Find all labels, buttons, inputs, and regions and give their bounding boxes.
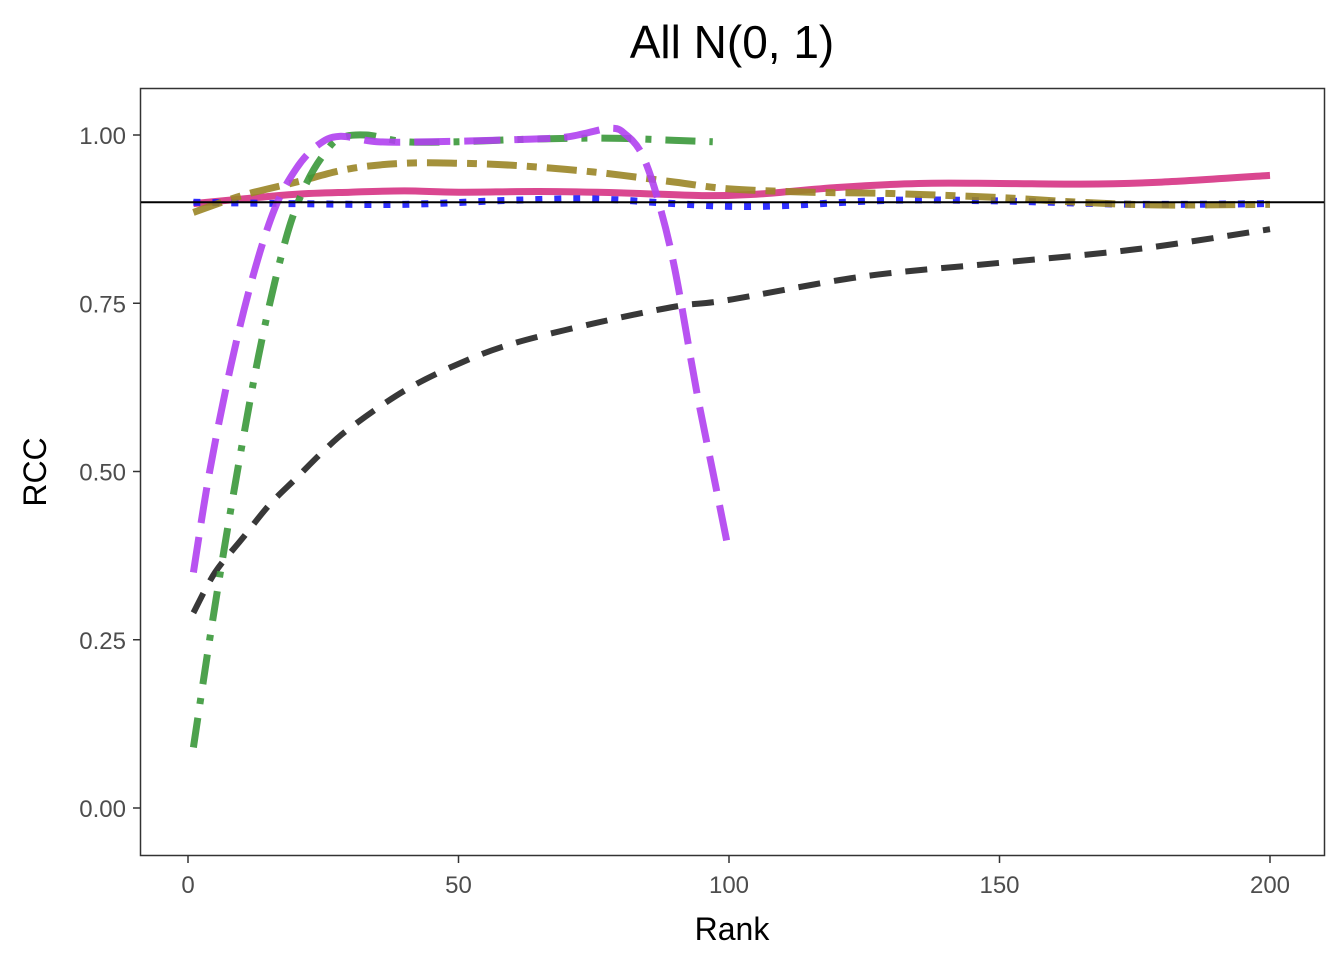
series-line-olive-longdash	[192, 159, 1271, 216]
x-axis-label: Rank	[695, 911, 771, 947]
series-line-magenta-solid	[193, 171, 1271, 208]
y-axis: 0.00 0.25 0.50 0.75 1.00	[79, 123, 140, 823]
x-tick-label: 200	[1250, 872, 1290, 899]
x-tick-label: 0	[181, 872, 194, 899]
y-axis-label: RCC	[17, 437, 53, 506]
y-tick-label: 0.00	[79, 796, 126, 823]
series-line-black-dashed	[190, 226, 1271, 615]
series-layer	[141, 124, 1324, 748]
x-tick-label: 50	[445, 872, 472, 899]
y-tick-label: 0.25	[79, 628, 126, 655]
chart-title: All N(0, 1)	[630, 16, 834, 68]
y-tick-label: 0.75	[79, 291, 126, 318]
series-line-blue-dotted	[193, 195, 1271, 211]
x-tick-label: 100	[709, 872, 749, 899]
y-tick-label: 1.00	[79, 123, 126, 150]
series-line-purple-longdash	[189, 124, 733, 574]
x-tick-label: 150	[979, 872, 1019, 899]
y-tick-label: 0.50	[79, 460, 126, 487]
x-axis: 0 50 100 150 200	[181, 856, 1290, 899]
plot-panel	[139, 87, 1326, 857]
